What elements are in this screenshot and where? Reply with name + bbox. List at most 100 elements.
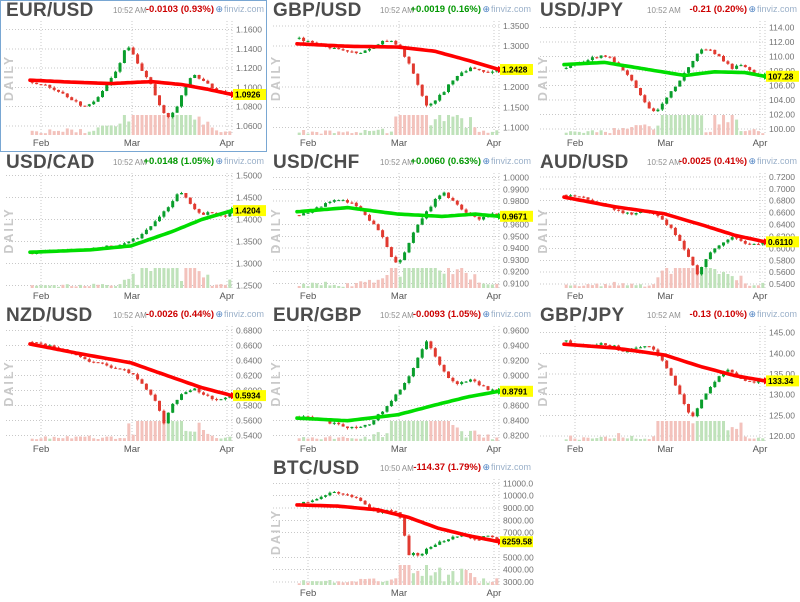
price-chart: DAILY 0.9600 0.9400 0.9200 0.9000 0.8600 0.840… <box>269 326 533 455</box>
price-chart: DAILY 1.5000 1.4500 1.4000 1.3500 1.3000 1.250… <box>2 171 266 302</box>
moving-average-line <box>28 78 234 97</box>
chart-cell-gbpjpy[interactable]: GBP/JPY 10:52 AM -0.13 (0.10%) ⊕finviz.com D… <box>534 305 800 458</box>
finviz-link[interactable]: ⊕finviz.com <box>748 4 797 15</box>
svg-text:1.3000: 1.3000 <box>236 258 262 268</box>
svg-text:1.1000: 1.1000 <box>236 82 262 92</box>
y-axis-labels: 11000.0 10000.0 9000.00 8000.00 7000.00 5000.… <box>503 478 534 587</box>
finviz-link[interactable]: ⊕finviz.com <box>482 156 531 167</box>
svg-text:1.1600: 1.1600 <box>236 25 262 35</box>
timeframe-label: DAILY <box>2 360 16 406</box>
svg-text:0.6400: 0.6400 <box>769 220 795 230</box>
y-axis-labels: 0.68000.66000.64000.62000.60000.58000.56… <box>236 326 262 441</box>
quote-time: 10:52 AM <box>380 158 414 167</box>
finviz-link-label: finviz.com <box>756 156 797 166</box>
finviz-link[interactable]: ⊕finviz.com <box>215 4 264 15</box>
finviz-link-label: finviz.com <box>223 4 264 14</box>
finviz-link[interactable]: ⊕finviz.com <box>482 4 531 15</box>
volume-bars <box>564 421 765 441</box>
chart-cell-eurgbp[interactable]: EUR/GBP 10:52 AM -0.0093 (1.05%) ⊕finviz.co… <box>267 305 534 458</box>
last-price-label: 0.5934 <box>235 391 261 401</box>
svg-text:1.0000: 1.0000 <box>503 173 529 183</box>
svg-text:Mar: Mar <box>391 588 407 599</box>
svg-text:0.8200: 0.8200 <box>503 431 529 441</box>
moving-average-line <box>28 342 234 398</box>
finviz-link-label: finviz.com <box>490 156 531 166</box>
change-value: +0.0148 (1.05%) <box>143 156 214 167</box>
svg-text:3000.00: 3000.00 <box>503 577 534 587</box>
last-price-label: 0.8791 <box>502 386 528 396</box>
svg-text:Mar: Mar <box>391 291 407 302</box>
quote-time: 10:52 AM <box>113 311 147 320</box>
moving-average-line <box>562 342 767 383</box>
chart-cell-audusd[interactable]: AUD/USD 10:52 AM -0.0025 (0.41%) ⊕finviz.co… <box>534 152 800 305</box>
svg-text:106.00: 106.00 <box>769 81 795 91</box>
svg-text:Apr: Apr <box>487 138 502 149</box>
finviz-link[interactable]: ⊕finviz.com <box>215 309 264 320</box>
svg-text:Apr: Apr <box>487 588 502 599</box>
finviz-link[interactable]: ⊕finviz.com <box>748 156 797 167</box>
last-price-tag <box>766 236 799 248</box>
last-price-tag <box>766 70 799 82</box>
svg-text:0.8400: 0.8400 <box>503 416 529 426</box>
chart-cell-gbpusd[interactable]: GBP/USD 10:52 AM +0.0019 (0.16%) ⊕finviz.co… <box>267 0 534 152</box>
svg-text:0.9500: 0.9500 <box>503 231 529 241</box>
svg-text:7000.00: 7000.00 <box>503 528 534 538</box>
svg-text:Mar: Mar <box>124 291 140 302</box>
svg-text:1.5000: 1.5000 <box>236 171 262 181</box>
last-price-label: 0.9671 <box>502 211 528 221</box>
volume-bars <box>564 115 765 135</box>
finviz-link[interactable]: ⊕finviz.com <box>748 309 797 320</box>
svg-text:0.6800: 0.6800 <box>769 196 795 206</box>
volume-bars <box>297 565 499 585</box>
svg-text:0.9800: 0.9800 <box>503 196 529 206</box>
last-price-tag <box>766 375 799 387</box>
svg-text:1.2000: 1.2000 <box>503 82 529 92</box>
chart-cell-usdchf[interactable]: USD/CHF 10:52 AM +0.0060 (0.63%) ⊕finviz.co… <box>267 152 534 305</box>
chart-cell-nzdusd[interactable]: NZD/USD 10:52 AM -0.0026 (0.44%) ⊕finviz.co… <box>0 305 267 458</box>
candles <box>297 340 499 430</box>
x-axis-labels: Feb Mar Apr <box>300 138 501 149</box>
chart-cell-usdcad[interactable]: USD/CAD 10:52 AM +0.0148 (1.05%) ⊕finviz.co… <box>0 152 267 305</box>
pair-title: EUR/USD <box>6 0 94 21</box>
last-price-tag <box>233 205 266 217</box>
volume-bars <box>30 115 232 135</box>
quote-time: 10:52 AM <box>647 311 681 320</box>
svg-text:Mar: Mar <box>124 444 140 455</box>
change-value: +0.0019 (0.16%) <box>410 4 481 15</box>
last-price-label: 6259.58 <box>502 537 532 547</box>
y-axis-labels: 1.3500 1.3000 1.2000 1.1500 1.1000 <box>503 21 529 133</box>
finviz-link[interactable]: ⊕finviz.com <box>215 156 264 167</box>
gridlines <box>273 21 500 135</box>
price-chart: DAILY 0.68000.66000.64000.62000.60000.580… <box>2 326 266 455</box>
volume-bars <box>297 268 499 288</box>
chart-cell-btcusd[interactable]: BTC/USD 10:50 AM -114.37 (1.79%) ⊕finviz.co… <box>267 458 534 602</box>
finviz-link-label: finviz.com <box>490 462 531 472</box>
y-axis-labels: 1.1600 1.1400 1.1200 1.1000 1.0800 1.0600 <box>236 25 262 131</box>
x-axis-labels: Feb Mar Apr <box>300 291 501 302</box>
timeframe-label: DAILY <box>269 55 283 101</box>
volume-bars <box>30 421 232 441</box>
svg-text:1.2500: 1.2500 <box>236 280 262 290</box>
svg-text:Apr: Apr <box>220 444 235 455</box>
finviz-link-label: finviz.com <box>756 309 797 319</box>
change-value: -0.0103 (0.93%) <box>145 4 214 15</box>
chart-cell-eurusd[interactable]: EUR/USD 10:52 AM -0.0103 (0.93%) ⊕finviz.co… <box>0 0 268 153</box>
svg-text:0.9300: 0.9300 <box>503 255 529 265</box>
svg-text:135.00: 135.00 <box>769 369 795 379</box>
chart-cell-usdjpy[interactable]: USD/JPY 10:52 AM -0.21 (0.20%) ⊕finviz.com D… <box>534 0 800 152</box>
svg-text:1.4000: 1.4000 <box>236 215 262 225</box>
svg-text:0.8600: 0.8600 <box>503 401 529 411</box>
timeframe-label: DAILY <box>536 55 550 101</box>
volume-bars <box>30 268 232 288</box>
finviz-link[interactable]: ⊕finviz.com <box>482 462 531 473</box>
svg-text:0.9100: 0.9100 <box>503 278 529 288</box>
svg-text:1.1200: 1.1200 <box>236 63 262 73</box>
volume-bars <box>297 115 499 135</box>
finviz-link[interactable]: ⊕finviz.com <box>482 309 531 320</box>
candles <box>564 339 765 418</box>
candles <box>297 191 499 264</box>
svg-text:1.3500: 1.3500 <box>236 237 262 247</box>
moving-average-line <box>562 60 767 79</box>
svg-text:Apr: Apr <box>487 291 502 302</box>
